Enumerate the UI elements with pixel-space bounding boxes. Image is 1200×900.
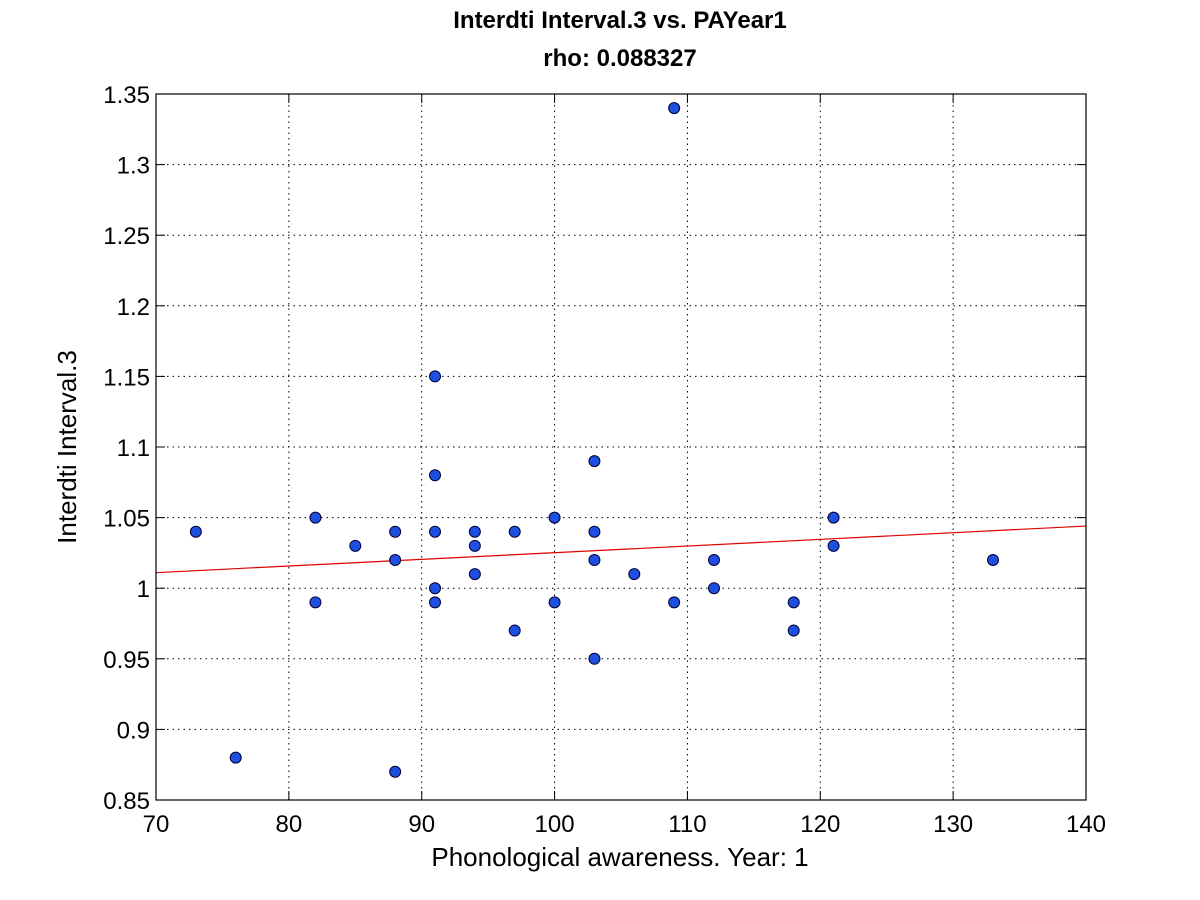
- y-tick-label: 1.3: [117, 153, 150, 180]
- scatter-point: [668, 102, 681, 115]
- grid-lines: [156, 94, 1086, 800]
- y-axis-label: Interdti Interval.3: [52, 350, 82, 544]
- scatter-point: [429, 596, 441, 609]
- scatter-point: [787, 624, 800, 637]
- scatter-point: [429, 525, 441, 538]
- scatter-point: [389, 525, 402, 538]
- scatter-point: [827, 539, 840, 552]
- y-tick-label: 0.9: [117, 717, 150, 744]
- scatter-point: [987, 553, 999, 566]
- regression-line: [155, 525, 1087, 574]
- y-tick-label: 1.25: [103, 223, 150, 250]
- scatter-point: [429, 469, 441, 482]
- scatter-point: [349, 539, 362, 552]
- y-tick-label: 1.05: [103, 506, 150, 533]
- scatter-point: [588, 553, 601, 566]
- scatter-point: [429, 370, 441, 383]
- scatter-point: [668, 596, 681, 609]
- x-tick-label: 120: [800, 811, 840, 838]
- y-tick-label: 1.1: [117, 435, 150, 462]
- scatter-point: [508, 525, 521, 538]
- scatter-point: [548, 596, 561, 609]
- scatter-point: [389, 553, 402, 566]
- plot-frame: [155, 93, 1087, 801]
- scatter-point: [708, 582, 720, 595]
- x-tick-label: 90: [408, 811, 435, 838]
- x-tick-label: 140: [1066, 811, 1106, 838]
- scatter-point: [468, 539, 481, 552]
- y-tick-label: 1.15: [103, 364, 150, 391]
- scatter-point: [468, 525, 481, 538]
- fit-line-group: [155, 525, 1087, 574]
- chart-subtitle: rho: 0.088327: [543, 45, 696, 72]
- scatter-point: [628, 568, 641, 581]
- tick-labels: 70 80 90 100 110 120 130 140 0.85 0.9 0.95 1 1.05 1.1…: [103, 82, 1106, 838]
- scatter-point: [508, 624, 521, 637]
- x-tick-label: 130: [933, 811, 973, 838]
- x-tick-label: 70: [143, 811, 170, 838]
- y-tick-label: 1.35: [103, 82, 150, 109]
- scatter-point: [309, 596, 322, 609]
- scatter-point: [309, 511, 322, 524]
- scatter-point: [708, 553, 720, 566]
- scatter-point: [588, 652, 601, 665]
- y-tick-label: 1: [137, 576, 150, 603]
- y-tick-label: 0.95: [103, 647, 150, 674]
- scatter-point: [787, 596, 800, 609]
- scatter-point: [229, 751, 242, 764]
- scatter-point: [429, 582, 441, 595]
- y-tick-label: 1.2: [117, 294, 150, 321]
- scatter-point: [548, 511, 561, 524]
- scatter-point: [389, 765, 402, 778]
- scatter-point: [588, 525, 601, 538]
- scatter-point: [468, 568, 481, 581]
- scatter-point: [588, 455, 601, 468]
- chart-title: Interdti Interval.3 vs. PAYear1: [453, 7, 787, 34]
- x-axis-label: Phonological awareness. Year: 1: [431, 842, 808, 872]
- scatter-point: [827, 511, 840, 524]
- data-points: [189, 102, 999, 778]
- x-tick-label: 100: [535, 811, 575, 838]
- axes: [155, 93, 1087, 801]
- y-tick-label: 0.85: [103, 788, 150, 815]
- x-tick-label: 80: [276, 811, 303, 838]
- x-tick-label: 110: [668, 811, 706, 838]
- scatter-point: [189, 525, 202, 538]
